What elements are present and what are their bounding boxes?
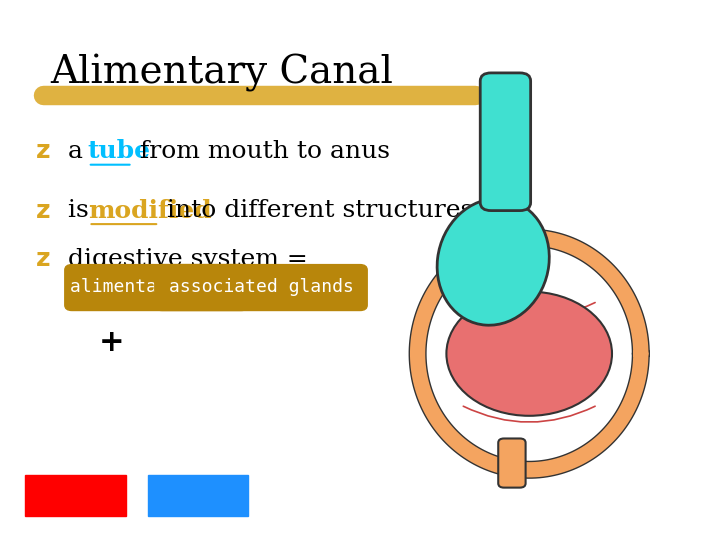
Text: modified: modified: [89, 199, 212, 222]
Text: digestive system =: digestive system =: [68, 248, 308, 271]
Text: z: z: [36, 139, 50, 163]
FancyBboxPatch shape: [148, 475, 248, 516]
Text: Alimentary Canal: Alimentary Canal: [50, 54, 393, 92]
Text: associated glands: associated glands: [168, 278, 354, 296]
Text: is: is: [68, 199, 97, 222]
Text: tube: tube: [88, 139, 151, 163]
FancyBboxPatch shape: [25, 475, 126, 516]
Text: +: +: [99, 328, 125, 357]
FancyBboxPatch shape: [65, 265, 248, 310]
Text: a: a: [68, 140, 91, 163]
Text: Next: Next: [48, 485, 103, 505]
Text: z: z: [36, 199, 50, 222]
Circle shape: [446, 292, 612, 416]
FancyBboxPatch shape: [498, 438, 526, 488]
Text: into different structures: into different structures: [159, 199, 473, 222]
Ellipse shape: [437, 199, 549, 325]
Text: from mouth to anus: from mouth to anus: [132, 140, 390, 163]
Text: z: z: [36, 247, 50, 271]
FancyBboxPatch shape: [480, 73, 531, 211]
Text: Back: Back: [170, 485, 226, 505]
Text: alimentary canal: alimentary canal: [70, 278, 243, 296]
FancyBboxPatch shape: [155, 265, 367, 310]
